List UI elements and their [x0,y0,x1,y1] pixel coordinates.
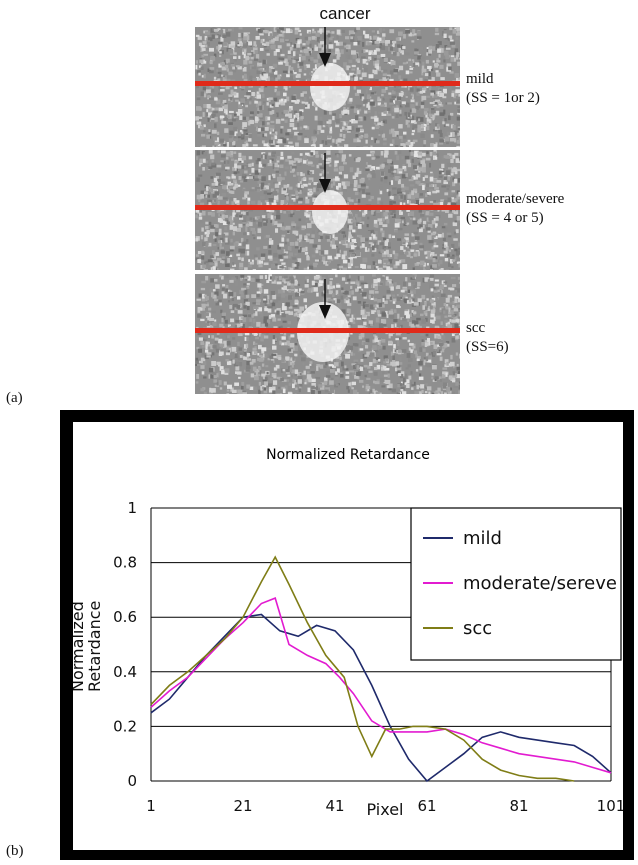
x-tick-label: 1 [146,797,156,815]
arrow-down-icon [319,279,331,319]
line-chart: Normalized Retardance 0 0.2 0.4 0.6 0.8 1 1 21 41… [73,447,623,819]
y-tick-label: 0.2 [113,717,137,735]
x-tick-label: 101 [597,797,623,815]
panel-label-a: (a) [6,390,23,406]
micrograph-scc [195,274,460,394]
y-tick-label: 0.4 [113,663,137,681]
chart-title: Normalized Retardance [266,447,430,463]
y-tick-label: 0.6 [113,608,137,626]
chart-frame: Normalized Retardance 0 0.2 0.4 0.6 0.8 1 1 21 41… [60,410,634,860]
y-tick-label: 0 [127,772,137,790]
chart-area: Normalized Retardance 0 0.2 0.4 0.6 0.8 1 1 21 41… [73,422,623,850]
panel-label-b: (b) [6,843,24,859]
series-line [150,597,612,774]
x-tick-label: 81 [509,797,528,815]
x-tick-label: 41 [325,797,344,815]
y-axis-label: Retardance [85,601,104,692]
legend-label: mild [463,528,502,549]
series-line [150,555,575,782]
y-axis-label: Normalized [73,601,87,692]
y-tick-label: 1 [127,499,137,517]
tile-label-mild: mild (SS = 1or 2) [466,70,540,108]
micrograph-image [195,27,460,147]
cancer-label: cancer [319,4,371,23]
tile-label-scc: scc (SS=6) [466,319,509,357]
legend-label: scc [463,618,492,639]
red-scan-line [195,81,460,86]
x-axis-label: Pixel [366,800,403,819]
x-tick-label: 21 [233,797,252,815]
red-scan-line [195,328,460,333]
tile-label-line1: moderate/severe [466,191,565,207]
red-scan-line [195,205,460,210]
micrograph-image [195,150,460,270]
series-line [150,613,612,783]
arrow-down-icon [319,153,331,193]
legend-label: moderate/sereve [463,573,617,594]
tile-label-moderate-severe: moderate/severe (SS = 4 or 5) [466,190,564,228]
tile-label-line2: (SS = 4 or 5) [466,210,544,226]
x-tick-label: 61 [417,797,436,815]
y-tick-label: 0.8 [113,554,137,572]
micrograph-mild [195,27,460,147]
micrograph-image [195,274,460,394]
tile-label-line2: (SS=6) [466,339,509,355]
tile-label-line1: mild [466,71,494,87]
tile-label-line1: scc [466,320,486,336]
arrow-down-icon [319,27,331,67]
tile-label-line2: (SS = 1or 2) [466,90,540,106]
micrograph-moderate-severe [195,150,460,270]
